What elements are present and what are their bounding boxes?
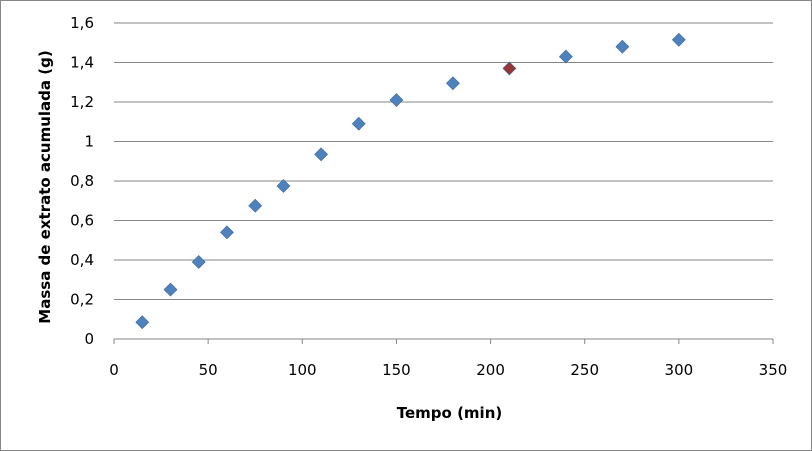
data-point <box>389 93 404 107</box>
y-axis-title: Massa de extrato acumulada (g) <box>36 50 54 323</box>
data-point <box>558 49 573 64</box>
data-point <box>191 255 206 269</box>
x-tick-label: 250 <box>570 361 599 379</box>
x-tick-labels: 0 50 100 150 200 250 300 350 <box>109 361 787 379</box>
data-point <box>671 32 686 47</box>
y-tick-label: 0 <box>84 330 94 348</box>
x-tick-label: 50 <box>199 361 218 379</box>
data-point <box>502 61 517 76</box>
data-point <box>445 76 460 91</box>
y-tick-labels: 0 0,2 0,4 0,6 0,8 1 1,2 1,4 1,6 <box>70 14 94 348</box>
data-point <box>248 198 263 213</box>
data-points <box>135 32 686 330</box>
gridlines <box>114 22 773 300</box>
y-tick-label: 1,4 <box>70 54 94 72</box>
data-point <box>220 225 234 240</box>
y-tick-label: 1,2 <box>70 93 94 111</box>
x-tick-label: 100 <box>288 361 317 379</box>
data-point <box>276 179 291 193</box>
data-point <box>314 147 329 162</box>
y-tick-label: 0,4 <box>70 251 94 269</box>
x-tick-marks <box>113 339 774 344</box>
x-tick-label: 350 <box>759 361 788 379</box>
y-tick-label: 1 <box>84 133 94 151</box>
x-axis-title: Tempo (min) <box>397 404 502 422</box>
y-tick-label: 0,2 <box>70 291 94 309</box>
y-tick-label: 1,6 <box>70 14 94 32</box>
data-point <box>615 39 630 54</box>
y-tick-label: 0,8 <box>70 172 94 190</box>
x-tick-label: 150 <box>382 361 411 379</box>
y-tick-label: 0,6 <box>70 212 94 230</box>
data-point <box>163 282 178 297</box>
data-point <box>135 315 150 330</box>
x-tick-label: 200 <box>476 361 505 379</box>
data-point <box>351 116 366 131</box>
x-tick-label: 0 <box>109 361 119 379</box>
x-tick-label: 300 <box>665 361 694 379</box>
